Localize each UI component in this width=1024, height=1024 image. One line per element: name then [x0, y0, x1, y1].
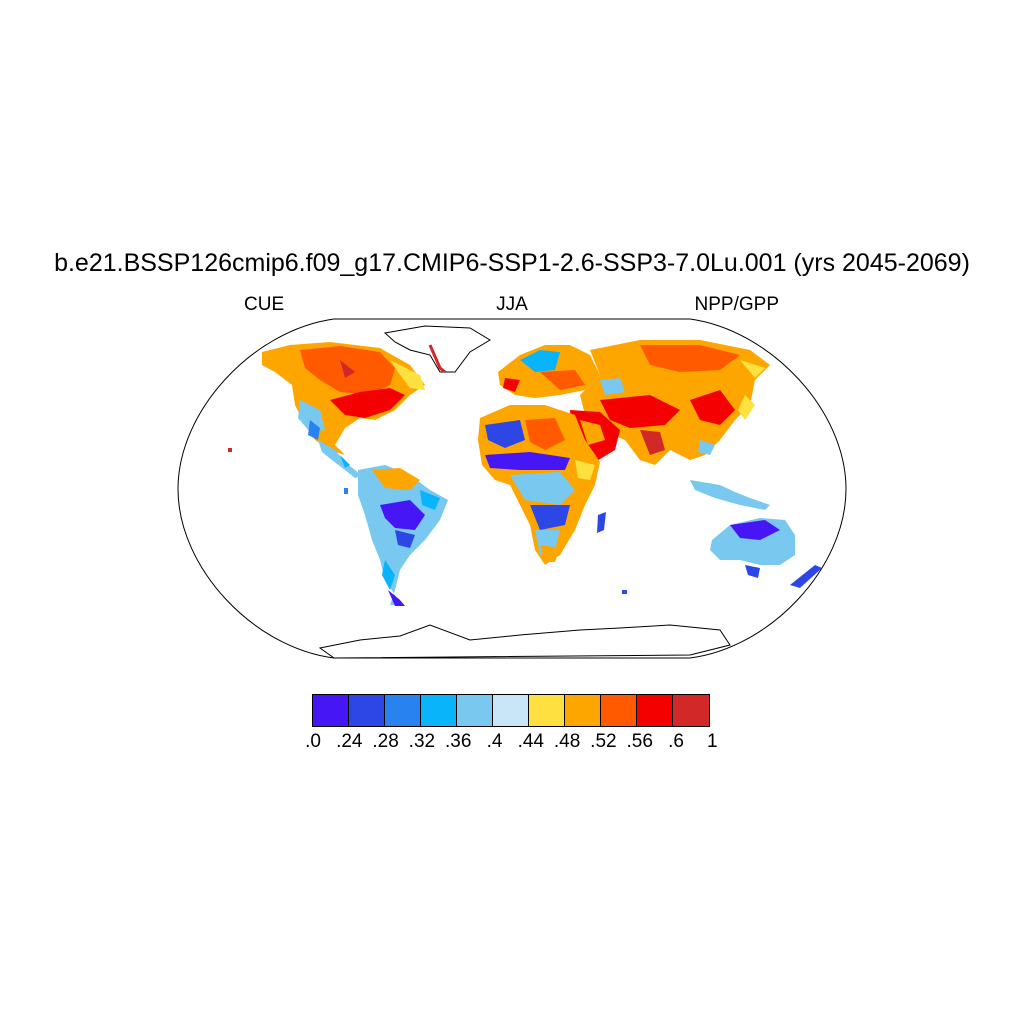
colorbar-swatch — [313, 695, 349, 726]
madagascar — [597, 512, 606, 533]
colorbar-swatch — [349, 695, 385, 726]
new-zealand — [790, 565, 822, 588]
colorbar-tick-label: .6 — [668, 731, 684, 752]
left-label: CUE — [244, 294, 285, 315]
colorbar-tick-label: .52 — [590, 731, 617, 752]
colorbar-swatch — [529, 695, 565, 726]
plot-title: b.e21.BSSP126cmip6.f09_g17.CMIP6-SSP1-2.… — [54, 249, 970, 277]
center-label: JJA — [496, 294, 528, 315]
greenland-coast — [428, 344, 446, 374]
greenland-outline — [383, 325, 491, 373]
colorbar-tick-label: .32 — [408, 731, 436, 752]
colorbar-tick-label: .24 — [336, 731, 363, 752]
colorbar — [312, 694, 710, 727]
colorbar-tick-label: .4 — [486, 731, 503, 752]
colorbar-swatch — [421, 695, 457, 726]
colorbar-tick-label: .56 — [626, 731, 653, 752]
right-label: NPP/GPP — [694, 294, 779, 315]
asia — [580, 340, 770, 465]
colorbar-swatch — [565, 695, 601, 726]
colorbar-tick-label: .0 — [305, 731, 321, 752]
colorbar-swatch — [457, 695, 493, 726]
colorbar-tick-label: .36 — [444, 731, 472, 752]
central-america — [318, 440, 362, 478]
colorbar-swatch — [673, 695, 709, 726]
colorbar-tick-label: .28 — [372, 731, 399, 752]
antarctica-outline — [318, 624, 731, 659]
colorbar-tick-label: 1 — [707, 731, 718, 752]
colorbar-swatch — [637, 695, 673, 726]
colorbar-tick-label: .44 — [517, 731, 545, 752]
colorbar-swatch — [601, 695, 637, 726]
colorbar-tick-label: .48 — [553, 731, 581, 752]
indonesia — [690, 480, 770, 510]
colorbar-swatch — [385, 695, 421, 726]
colorbar-swatch — [493, 695, 529, 726]
